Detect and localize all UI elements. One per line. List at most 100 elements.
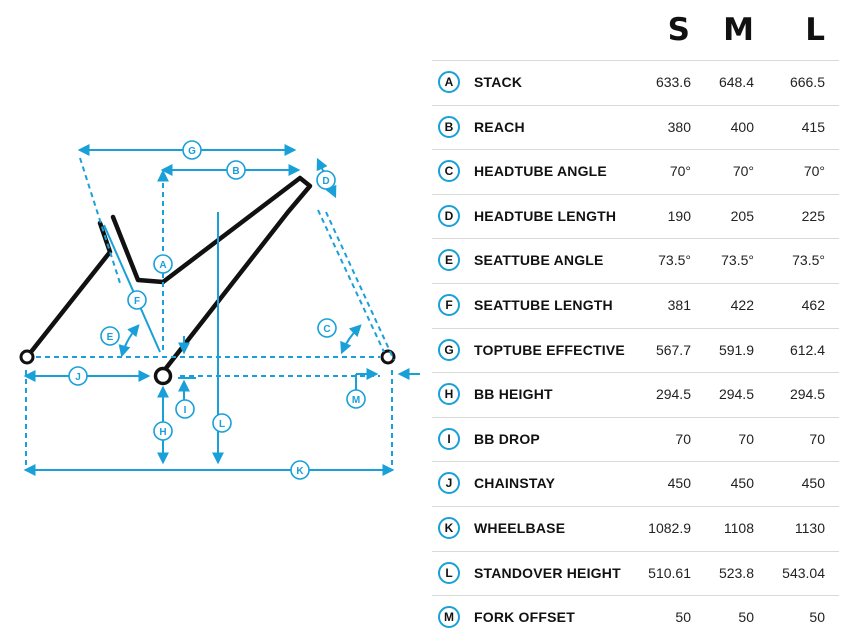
- row-label: CHAINSTAY: [474, 475, 556, 492]
- value-m: 70°: [732, 163, 754, 180]
- value-m: 73.5°: [721, 252, 754, 269]
- table-row: A STACK 633.6 648.4 666.5: [432, 60, 839, 105]
- marker-f: F: [127, 290, 147, 310]
- row-code-badge: I: [438, 427, 460, 450]
- svg-text:E: E: [107, 332, 114, 343]
- value-l: 225: [801, 207, 825, 224]
- front-axle: [380, 349, 396, 365]
- row-label: REACH: [474, 118, 525, 135]
- svg-text:M: M: [352, 395, 360, 406]
- row-label: SEATTUBE LENGTH: [474, 296, 613, 313]
- marker-l: L: [212, 413, 232, 433]
- table-row: I BB DROP 70 70 70: [432, 416, 839, 462]
- value-s: 633.6: [655, 74, 691, 90]
- value-s: 510.61: [648, 564, 691, 581]
- seattube: [110, 214, 166, 285]
- value-s: 380: [667, 118, 691, 135]
- row-label: TOPTUBE EFFECTIVE: [474, 341, 625, 358]
- svg-text:C: C: [323, 324, 330, 335]
- row-label: WHEELBASE: [474, 519, 566, 536]
- table-row: D HEADTUBE LENGTH 190 205 225: [432, 193, 839, 239]
- marker-i: I: [175, 399, 195, 419]
- value-m: 1108: [723, 519, 754, 536]
- value-s: 450: [667, 475, 691, 492]
- table-row: L STANDOVER HEIGHT 510.61 523.8 543.04: [432, 550, 839, 596]
- value-l: 73.5°: [792, 252, 825, 269]
- svg-text:D: D: [322, 176, 329, 187]
- svg-text:J: J: [75, 372, 81, 383]
- row-code-badge: A: [438, 71, 460, 93]
- value-m: 50: [738, 609, 754, 626]
- value-m: 70: [738, 430, 754, 447]
- table-row: G TOPTUBE EFFECTIVE 567.7 591.9 612.4: [432, 327, 839, 373]
- marker-g: G: [182, 140, 202, 160]
- table-row: J CHAINSTAY 450 450 450: [432, 461, 839, 506]
- table-row: K WHEELBASE 1082.9 1108 1130: [432, 505, 839, 551]
- value-l: 462: [801, 296, 825, 313]
- row-code-badge: M: [438, 606, 460, 629]
- table-row: E SEATTUBE ANGLE 73.5° 73.5° 73.5°: [432, 238, 839, 283]
- toptube-downtube: [160, 175, 313, 375]
- value-s: 190: [667, 207, 691, 224]
- size-column-m: M: [723, 12, 754, 48]
- row-code-badge: E: [438, 249, 460, 272]
- value-s: 381: [667, 296, 691, 313]
- marker-a: A: [153, 254, 173, 274]
- row-code-badge: H: [438, 383, 460, 406]
- value-s: 73.5°: [658, 252, 691, 269]
- value-m: 400: [730, 118, 754, 135]
- svg-text:L: L: [219, 419, 225, 430]
- row-code-badge: B: [438, 115, 460, 138]
- svg-text:F: F: [134, 296, 140, 307]
- row-code-badge: L: [438, 561, 460, 584]
- row-code-badge: J: [438, 472, 460, 495]
- marker-b: B: [226, 160, 246, 180]
- row-label: BB DROP: [474, 430, 540, 447]
- row-code-badge: C: [438, 160, 460, 183]
- table-row: C HEADTUBE ANGLE 70° 70° 70°: [432, 149, 839, 194]
- bike-frame: [24, 175, 313, 375]
- table-row: M FORK OFFSET 50 50 50: [432, 595, 839, 640]
- value-l: 543.04: [782, 564, 825, 581]
- value-l: 450: [801, 475, 825, 492]
- svg-text:H: H: [159, 427, 166, 438]
- value-l: 294.5: [789, 386, 825, 403]
- marker-m: M: [346, 389, 366, 409]
- table-row: B REACH 380 400 415: [432, 104, 839, 150]
- value-l: 70°: [803, 163, 825, 180]
- table-row: F SEATTUBE LENGTH 381 422 462: [432, 282, 839, 328]
- marker-e: E: [100, 326, 120, 346]
- value-m: 422: [730, 296, 754, 313]
- marker-h: H: [153, 421, 173, 441]
- value-s: 50: [675, 609, 691, 626]
- value-l: 415: [801, 118, 825, 135]
- svg-text:B: B: [232, 166, 239, 177]
- value-m: 523.8: [718, 564, 754, 581]
- value-s: 567.7: [655, 341, 691, 358]
- row-label: SEATTUBE ANGLE: [474, 252, 604, 269]
- marker-j: J: [68, 366, 88, 386]
- value-l: 666.5: [789, 74, 825, 90]
- row-code-badge: G: [438, 338, 460, 361]
- seatstay-and-seattube: [24, 220, 113, 360]
- frame-geometry-diagram: A B C D E F G H I J K L M: [19, 140, 420, 480]
- row-label: HEADTUBE ANGLE: [474, 163, 607, 180]
- svg-text:G: G: [188, 146, 196, 157]
- value-m: 450: [730, 475, 754, 492]
- value-m: 294.5: [718, 386, 754, 403]
- table-row: H BB HEIGHT 294.5 294.5 294.5: [432, 372, 839, 417]
- value-m: 648.4: [718, 74, 754, 90]
- value-s: 294.5: [655, 386, 691, 403]
- marker-k: K: [290, 460, 310, 480]
- row-label: HEADTUBE LENGTH: [474, 207, 617, 224]
- value-l: 70: [809, 430, 825, 447]
- row-label: BB HEIGHT: [474, 386, 553, 403]
- svg-text:A: A: [159, 260, 166, 271]
- svg-text:I: I: [184, 405, 187, 416]
- bottom-bracket: [153, 366, 173, 386]
- value-m: 205: [730, 207, 754, 224]
- geometry-table: S M L A STACK 633.6 648.4 666.5 B REACH …: [432, 0, 839, 640]
- value-s: 1082.9: [648, 519, 691, 536]
- row-code-badge: D: [438, 204, 460, 227]
- size-column-s: S: [667, 12, 690, 48]
